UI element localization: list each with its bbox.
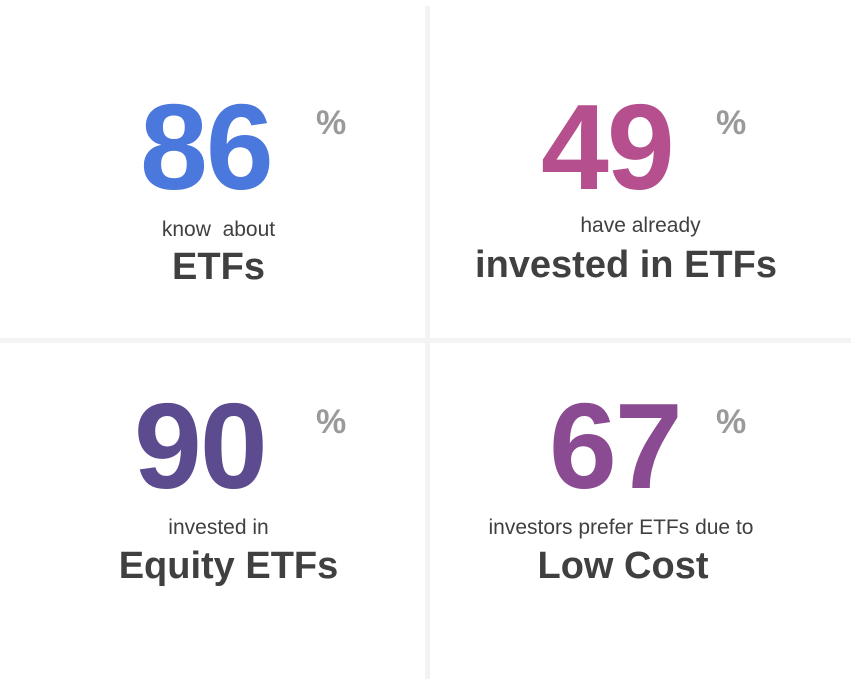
percent-sign: % [316, 104, 347, 142]
stat-value: 90 [134, 378, 268, 514]
stat-headline: invested in ETFs [475, 244, 777, 286]
horizontal-divider [0, 338, 851, 343]
stat-headline: ETFs [172, 246, 265, 288]
stat-value: 49 [541, 79, 675, 215]
stat-value: 67 [549, 378, 683, 514]
stat-caption: invested in [168, 516, 269, 539]
stat-caption: investors prefer ETFs due to [488, 516, 754, 539]
stat-caption: know about [161, 218, 276, 241]
stat-card-know-about-etfs: 86 % know about ETFs [0, 0, 425, 338]
percent-sign: % [316, 403, 347, 441]
stat-card-invested-in-etfs: 49 % have already invested in ETFs [430, 0, 851, 338]
stat-card-equity-etfs: 90 % invested in Equity ETFs [0, 343, 425, 681]
percent-sign: % [716, 104, 747, 142]
stat-value: 86 [140, 79, 274, 215]
stat-headline: Equity ETFs [118, 545, 339, 587]
percent-sign: % [716, 403, 747, 441]
stat-card-low-cost: 67 % investors prefer ETFs due to Low Co… [430, 343, 851, 681]
stat-headline: Low Cost [537, 545, 709, 587]
stat-caption: have already [580, 214, 701, 237]
